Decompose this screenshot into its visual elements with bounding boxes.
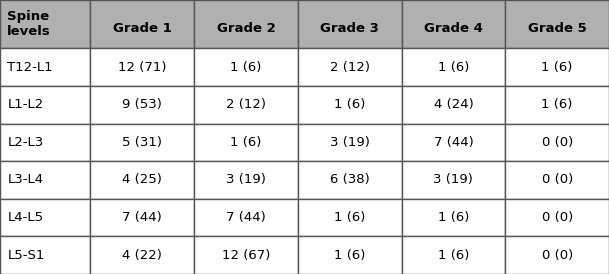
Text: 7 (44): 7 (44)	[434, 136, 473, 149]
Bar	[0, 199, 90, 236]
Text: L1-L2: L1-L2	[7, 98, 44, 111]
Text: 1 (6): 1 (6)	[334, 249, 365, 262]
Text: Grade 2: Grade 2	[217, 22, 275, 35]
Bar	[505, 199, 609, 236]
Bar	[298, 199, 401, 236]
Text: Grade 5: Grade 5	[528, 22, 586, 35]
Bar	[298, 0, 401, 48]
Bar	[505, 48, 609, 86]
Bar	[401, 236, 505, 274]
Bar	[90, 86, 194, 124]
Bar	[194, 199, 298, 236]
Text: 1 (6): 1 (6)	[230, 61, 262, 74]
Bar	[401, 124, 505, 161]
Bar	[505, 161, 609, 199]
Bar	[298, 236, 401, 274]
Text: 3 (19): 3 (19)	[226, 173, 266, 187]
Text: 1 (6): 1 (6)	[438, 61, 469, 74]
Text: 2 (12): 2 (12)	[329, 61, 370, 74]
Text: L5-S1: L5-S1	[7, 249, 44, 262]
Bar	[298, 86, 401, 124]
Bar	[90, 236, 194, 274]
Bar	[194, 86, 298, 124]
Text: 3 (19): 3 (19)	[434, 173, 473, 187]
Bar	[505, 236, 609, 274]
Bar	[194, 161, 298, 199]
Bar	[505, 0, 609, 48]
Text: 0 (0): 0 (0)	[541, 136, 572, 149]
Bar	[194, 124, 298, 161]
Text: 7 (44): 7 (44)	[226, 211, 266, 224]
Text: L2-L3: L2-L3	[7, 136, 44, 149]
Text: Grade 3: Grade 3	[320, 22, 379, 35]
Text: Grade 4: Grade 4	[424, 22, 483, 35]
Text: 6 (38): 6 (38)	[330, 173, 370, 187]
Bar	[0, 161, 90, 199]
Text: 1 (6): 1 (6)	[334, 211, 365, 224]
Bar	[505, 124, 609, 161]
Bar	[194, 236, 298, 274]
Bar	[90, 199, 194, 236]
Bar	[0, 86, 90, 124]
Bar	[401, 86, 505, 124]
Text: 0 (0): 0 (0)	[541, 173, 572, 187]
Bar	[0, 236, 90, 274]
Text: 12 (67): 12 (67)	[222, 249, 270, 262]
Text: 2 (12): 2 (12)	[226, 98, 266, 111]
Text: 12 (71): 12 (71)	[118, 61, 166, 74]
Bar	[298, 48, 401, 86]
Text: 1 (6): 1 (6)	[541, 61, 573, 74]
Text: 0 (0): 0 (0)	[541, 249, 572, 262]
Text: 4 (25): 4 (25)	[122, 173, 162, 187]
Bar	[298, 124, 401, 161]
Bar	[90, 0, 194, 48]
Text: 4 (24): 4 (24)	[434, 98, 473, 111]
Bar	[90, 124, 194, 161]
Text: 4 (22): 4 (22)	[122, 249, 162, 262]
Bar	[401, 48, 505, 86]
Bar	[0, 48, 90, 86]
Bar	[298, 161, 401, 199]
Bar	[401, 0, 505, 48]
Text: 1 (6): 1 (6)	[438, 249, 469, 262]
Bar	[90, 161, 194, 199]
Text: 7 (44): 7 (44)	[122, 211, 162, 224]
Text: 1 (6): 1 (6)	[438, 211, 469, 224]
Text: 1 (6): 1 (6)	[541, 98, 573, 111]
Text: L4-L5: L4-L5	[7, 211, 43, 224]
Text: 3 (19): 3 (19)	[329, 136, 370, 149]
Text: Spine
levels: Spine levels	[7, 10, 51, 38]
Bar	[194, 48, 298, 86]
Text: T12-L1: T12-L1	[7, 61, 53, 74]
Bar	[194, 0, 298, 48]
Bar	[0, 0, 90, 48]
Text: 1 (6): 1 (6)	[334, 98, 365, 111]
Text: 9 (53): 9 (53)	[122, 98, 162, 111]
Text: 1 (6): 1 (6)	[230, 136, 262, 149]
Text: 0 (0): 0 (0)	[541, 211, 572, 224]
Text: 5 (31): 5 (31)	[122, 136, 162, 149]
Bar	[0, 124, 90, 161]
Bar	[90, 48, 194, 86]
Bar	[401, 161, 505, 199]
Text: Grade 1: Grade 1	[113, 22, 172, 35]
Bar	[505, 86, 609, 124]
Bar	[401, 199, 505, 236]
Text: L3-L4: L3-L4	[7, 173, 43, 187]
